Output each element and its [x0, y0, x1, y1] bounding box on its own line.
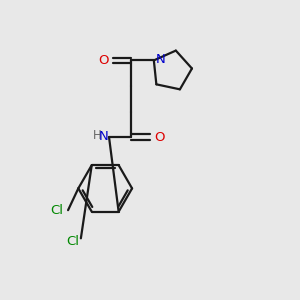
Text: O: O — [154, 131, 165, 144]
Text: O: O — [98, 54, 108, 67]
Text: N: N — [99, 130, 108, 143]
Text: H: H — [93, 129, 102, 142]
Text: Cl: Cl — [51, 204, 64, 217]
Text: N: N — [156, 53, 166, 66]
Text: Cl: Cl — [67, 235, 80, 248]
